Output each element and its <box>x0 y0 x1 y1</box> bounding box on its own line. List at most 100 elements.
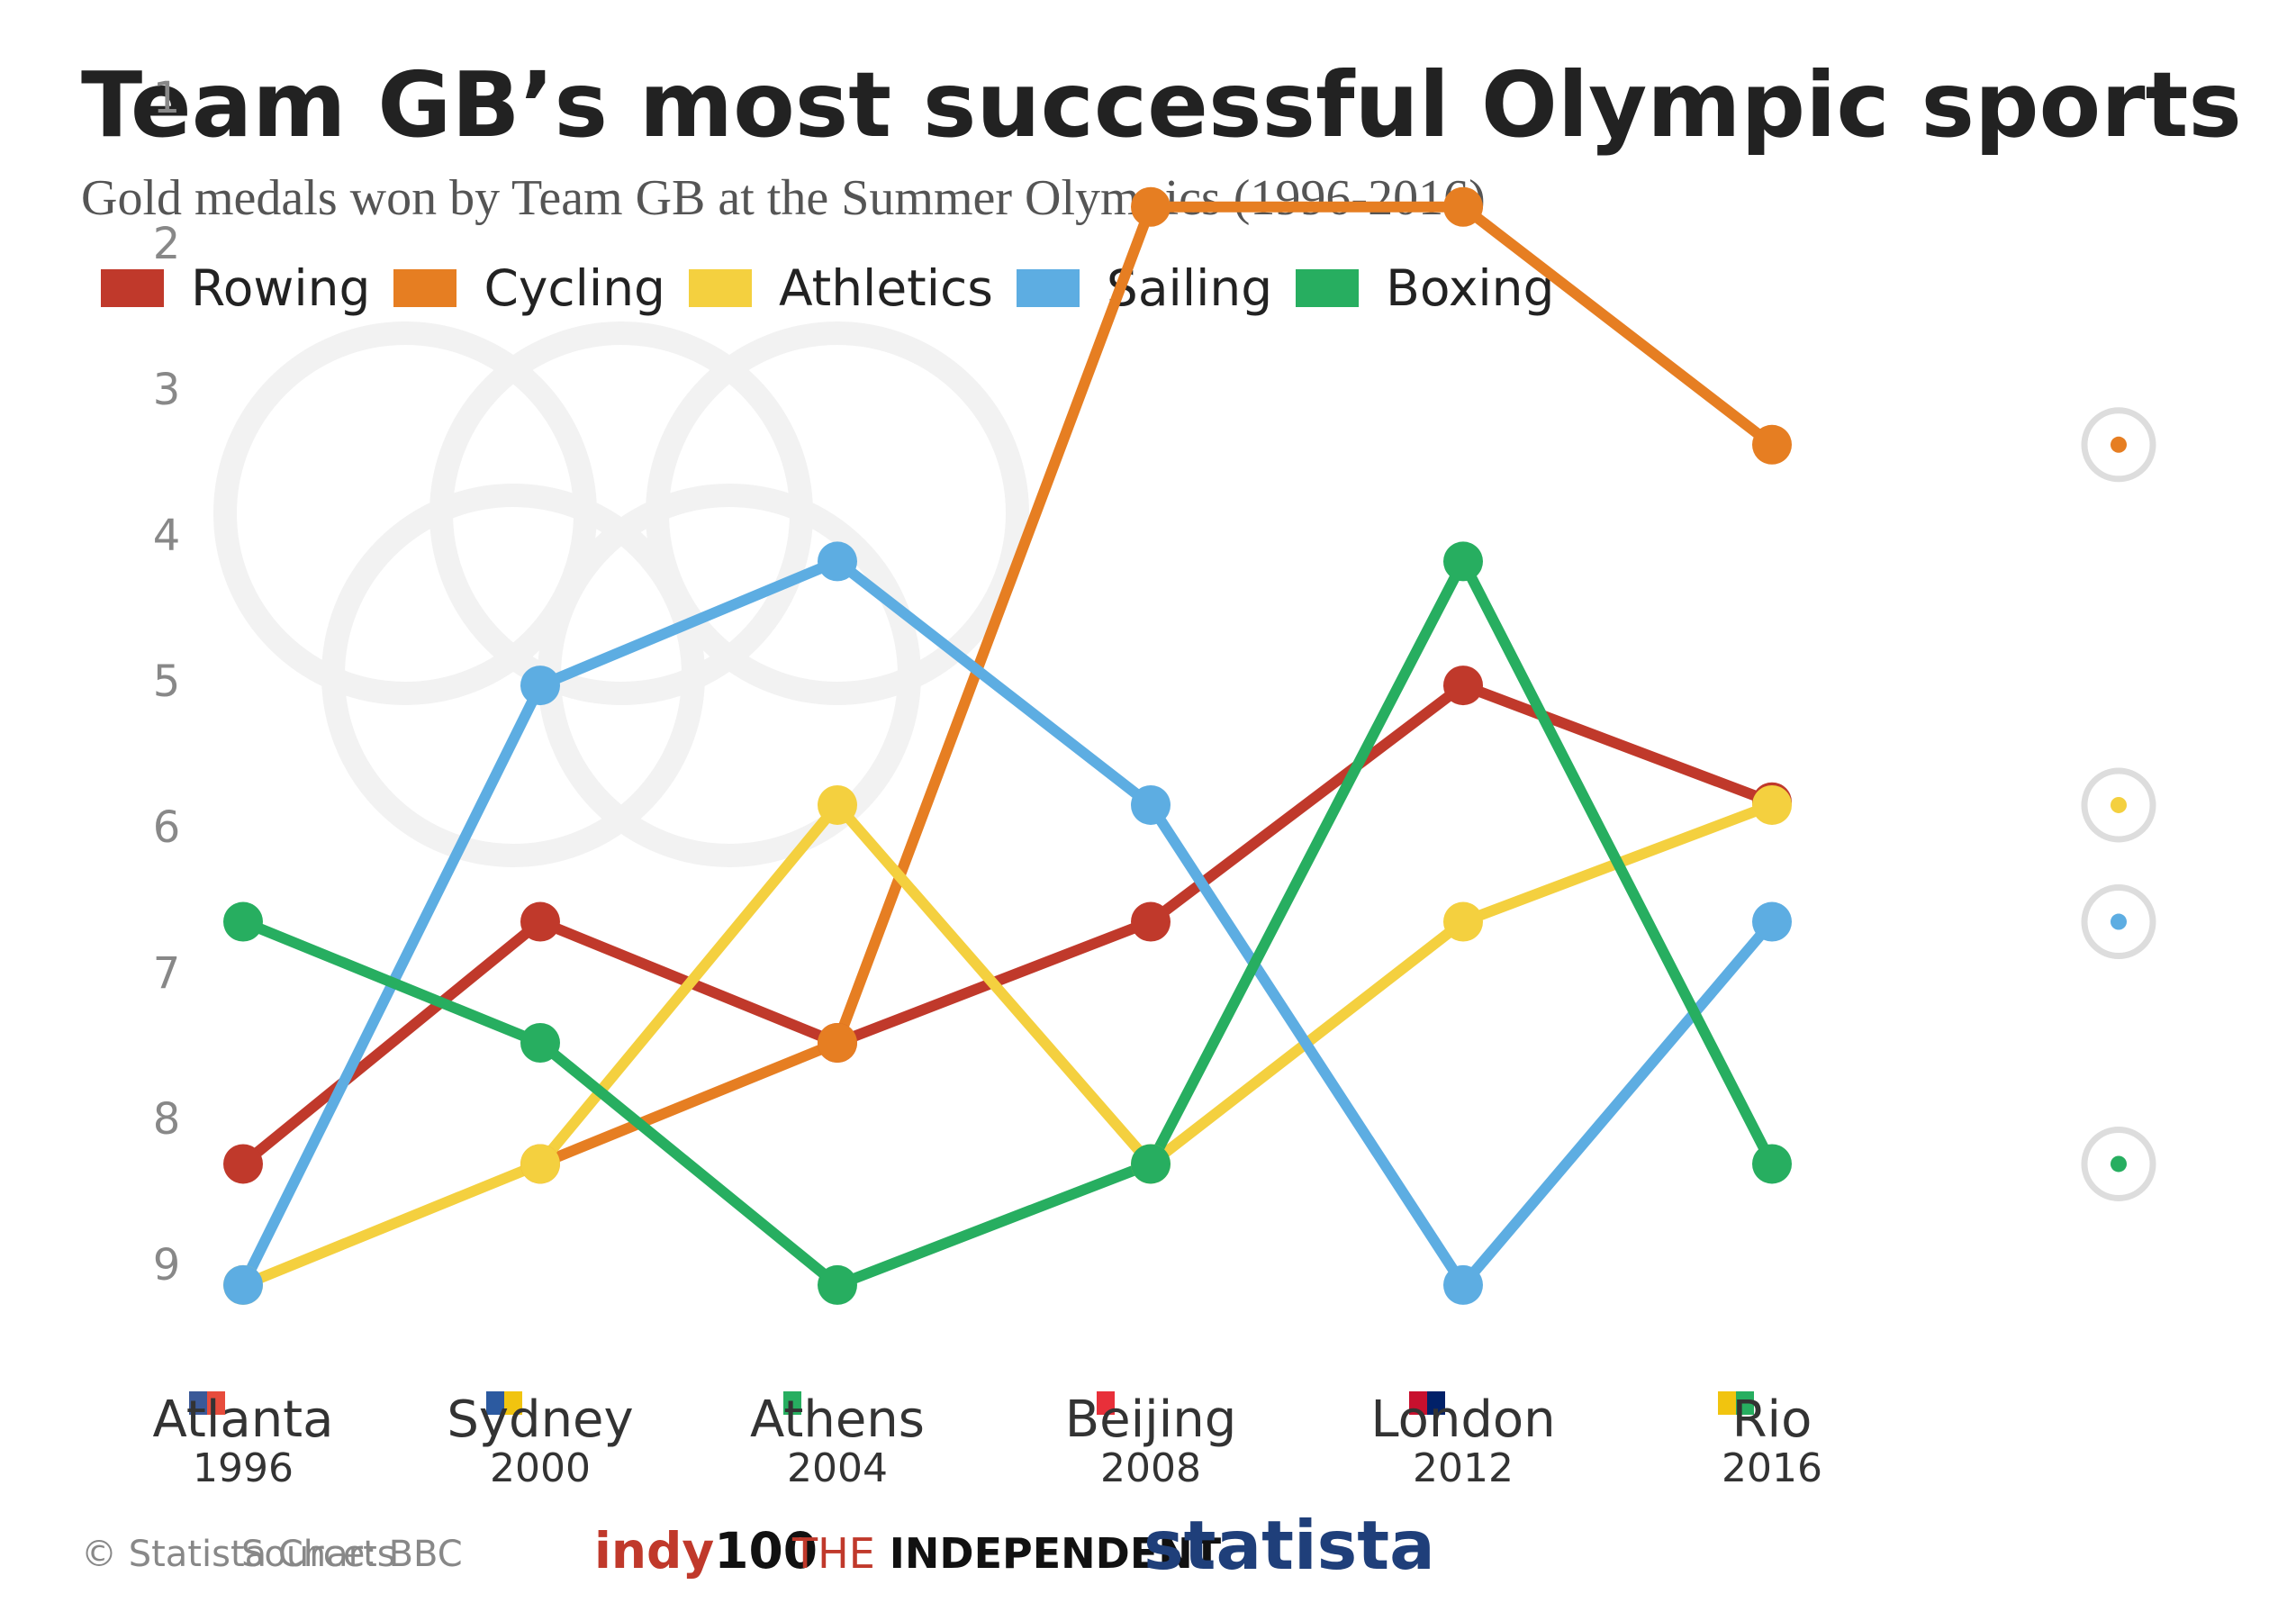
legend-item-athletics: Athletics <box>688 259 993 317</box>
logo-indy-part: indy <box>594 1522 715 1580</box>
data-point-boxing <box>1131 1144 1171 1184</box>
logo-the-part: THE <box>792 1529 875 1578</box>
x-tick-year: 2012 <box>1413 1445 1514 1491</box>
x-tick-city: Rio <box>1732 1390 1812 1449</box>
chart-subtitle: Gold medals won by Team GB at the Summer… <box>81 170 1486 226</box>
y-tick-label: 5 <box>153 657 181 707</box>
x-tick-year: 2000 <box>490 1445 591 1491</box>
x-tick-city: Athens <box>750 1390 925 1449</box>
flag-icon <box>504 1391 522 1415</box>
series-lines <box>238 201 1777 1290</box>
athletics-icon <box>2081 767 2156 843</box>
flag-icon <box>189 1391 207 1415</box>
source-text: Source: BBC <box>241 1534 463 1575</box>
olympic-ring <box>213 321 597 705</box>
flag-icon <box>486 1391 504 1415</box>
data-point-rowing <box>520 901 560 942</box>
y-tick-label: 1 <box>153 73 181 123</box>
data-point-sailing <box>1131 784 1171 825</box>
data-point-sailing <box>1443 1264 1483 1305</box>
data-point-cycling <box>1131 186 1171 227</box>
data-point-boxing <box>818 1264 857 1305</box>
statista-logo: statista <box>1143 1506 1435 1585</box>
data-point-athletics <box>1443 901 1483 942</box>
x-tick-city: Beijing <box>1065 1390 1237 1449</box>
y-tick-label: 6 <box>153 802 181 853</box>
data-point-sailing <box>1752 901 1792 942</box>
flag-icon <box>783 1391 801 1415</box>
legend-item-rowing: Rowing <box>101 259 370 317</box>
data-point-boxing <box>520 1023 560 1063</box>
y-tick-label: 9 <box>153 1240 181 1290</box>
indy100-logo: indy100 <box>594 1522 818 1580</box>
icon-glyph <box>2111 436 2127 453</box>
y-tick-label: 4 <box>153 511 181 561</box>
y-tick-label: 8 <box>153 1094 181 1145</box>
legend-item-boxing: Boxing <box>1296 259 1554 317</box>
data-point-sailing <box>223 1264 263 1305</box>
data-point-rowing <box>223 1144 263 1184</box>
y-tick-label: 2 <box>153 219 181 269</box>
legend-label: Cycling <box>484 259 665 317</box>
cycling-icon <box>2081 407 2156 483</box>
icon-glyph <box>2111 796 2127 813</box>
data-point-rowing <box>1131 901 1171 942</box>
icon-glyph <box>2111 1155 2127 1173</box>
chart-legend: Rowing Cycling Athletics Sailing Boxing <box>101 259 1577 317</box>
data-point-boxing <box>1443 541 1483 582</box>
data-point-rowing <box>1443 666 1483 706</box>
boxing-icon <box>2081 1126 2156 1201</box>
series-line-athletics <box>240 799 1775 1290</box>
y-axis: 1 2 3 4 5 6 7 8 9 <box>153 73 181 1290</box>
series-points <box>223 186 1792 1305</box>
legend-label: Rowing <box>191 259 371 317</box>
legend-swatch <box>1016 269 1080 307</box>
x-axis: Atlanta1996Sydney2000Athens2004Beijing20… <box>153 1390 1822 1491</box>
x-tick-year: 2016 <box>1722 1445 1822 1491</box>
olympic-ring <box>429 321 813 705</box>
series-line-cycling <box>538 201 1776 1170</box>
x-tick-city: London <box>1370 1390 1555 1449</box>
legend-item-sailing: Sailing <box>1016 259 1273 317</box>
x-tick-city: Atlanta <box>153 1390 334 1449</box>
legend-item-cycling: Cycling <box>393 259 665 317</box>
olympic-rings-watermark <box>213 321 1029 867</box>
sailing-icon <box>2081 884 2156 960</box>
data-point-cycling <box>818 1023 857 1063</box>
series-icons <box>2081 407 2156 1201</box>
chart-title: Team GB’s most successful Olympic sports <box>81 52 2242 158</box>
data-point-athletics <box>520 1144 560 1184</box>
legend-label: Sailing <box>1106 259 1273 317</box>
flag-icon <box>1718 1391 1736 1415</box>
olympic-ring <box>321 484 705 867</box>
logo-100-part: 100 <box>714 1522 818 1580</box>
data-point-sailing <box>818 541 857 582</box>
flag-icon <box>1097 1391 1115 1415</box>
data-point-cycling <box>1443 186 1483 227</box>
data-point-athletics <box>1752 784 1792 825</box>
y-tick-label: 3 <box>153 365 181 415</box>
logo-independent-part: INDEPENDENT <box>889 1529 1222 1578</box>
data-point-boxing <box>223 901 263 942</box>
olympic-ring <box>646 321 1029 705</box>
x-tick-year: 1996 <box>193 1445 294 1491</box>
series-line-sailing <box>238 556 1776 1290</box>
legend-swatch <box>393 269 457 307</box>
flag-icon <box>1427 1391 1445 1415</box>
legend-swatch <box>1296 269 1360 307</box>
x-tick-city: Sydney <box>447 1390 633 1449</box>
data-point-cycling <box>1752 424 1792 465</box>
data-point-sailing <box>520 666 560 706</box>
data-point-boxing <box>1752 1144 1792 1184</box>
flag-icon <box>1409 1391 1427 1415</box>
legend-label: Athletics <box>778 259 993 317</box>
y-tick-label: 7 <box>153 948 181 999</box>
flag-icon <box>1736 1391 1754 1415</box>
flag-icon <box>207 1391 225 1415</box>
legend-swatch <box>101 269 164 307</box>
legend-label: Boxing <box>1386 259 1555 317</box>
independent-logo: THE INDEPENDENT <box>792 1529 1221 1578</box>
series-line-boxing <box>240 556 1777 1290</box>
icon-glyph <box>2111 913 2127 930</box>
